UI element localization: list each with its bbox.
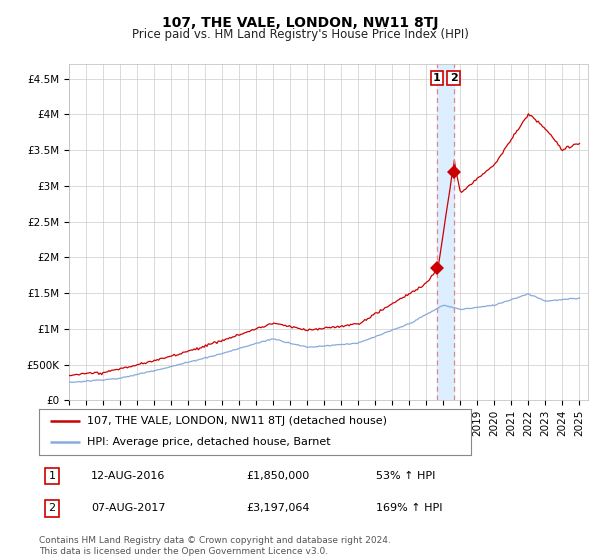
Text: 169% ↑ HPI: 169% ↑ HPI xyxy=(376,503,443,514)
Text: £1,850,000: £1,850,000 xyxy=(247,471,310,481)
Text: 1: 1 xyxy=(433,73,441,83)
Text: 53% ↑ HPI: 53% ↑ HPI xyxy=(376,471,436,481)
Text: 107, THE VALE, LONDON, NW11 8TJ: 107, THE VALE, LONDON, NW11 8TJ xyxy=(162,16,438,30)
Text: 12-AUG-2016: 12-AUG-2016 xyxy=(91,471,165,481)
Text: Contains HM Land Registry data © Crown copyright and database right 2024.
This d: Contains HM Land Registry data © Crown c… xyxy=(39,536,391,556)
Text: £3,197,064: £3,197,064 xyxy=(247,503,310,514)
Text: 07-AUG-2017: 07-AUG-2017 xyxy=(91,503,166,514)
Text: HPI: Average price, detached house, Barnet: HPI: Average price, detached house, Barn… xyxy=(86,437,330,447)
Text: 2: 2 xyxy=(49,503,56,514)
Text: 1: 1 xyxy=(49,471,55,481)
Text: 2: 2 xyxy=(449,73,457,83)
Text: Price paid vs. HM Land Registry's House Price Index (HPI): Price paid vs. HM Land Registry's House … xyxy=(131,28,469,41)
Text: 107, THE VALE, LONDON, NW11 8TJ (detached house): 107, THE VALE, LONDON, NW11 8TJ (detache… xyxy=(86,416,386,426)
Bar xyxy=(437,64,454,400)
